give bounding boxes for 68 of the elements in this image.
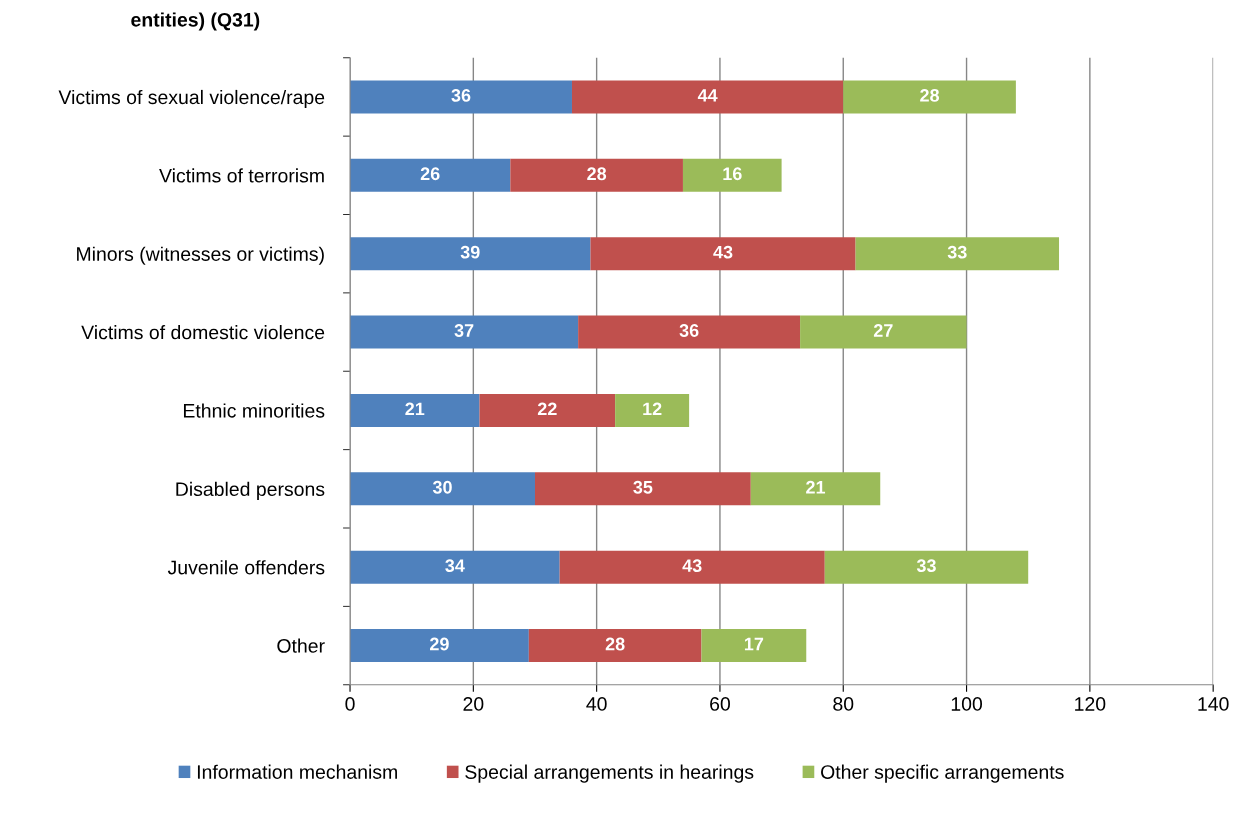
data-label: 28	[587, 167, 607, 181]
data-label: 36	[679, 324, 699, 337]
x-tick-label: 100	[951, 697, 983, 711]
legend-label: Other specific arrangements	[821, 764, 1064, 783]
y-tick-label: Disabled persons	[176, 481, 325, 500]
bar	[350, 393, 480, 427]
data-label: 37	[454, 324, 474, 337]
bar	[578, 315, 801, 349]
bar	[855, 237, 1060, 271]
bar	[350, 80, 572, 114]
bar	[479, 393, 616, 427]
bar	[701, 629, 807, 663]
chart-title: entities) (Q31)	[131, 12, 260, 31]
x-tick-label: 40	[586, 697, 607, 711]
bar	[350, 315, 579, 349]
bar	[682, 158, 782, 192]
data-label: 29	[430, 637, 449, 651]
bar	[750, 472, 881, 506]
x-tick-label: 80	[833, 697, 854, 711]
y-tick-label: Victims of domestic violence	[81, 325, 325, 340]
bar	[824, 550, 1029, 584]
data-label: 12	[643, 402, 662, 416]
y-tick-label: Juvenile offenders	[167, 560, 325, 575]
data-label: 30	[432, 480, 452, 494]
data-label: 17	[744, 637, 764, 651]
data-label: 34	[445, 559, 465, 573]
bar	[571, 80, 844, 114]
data-label: 27	[873, 324, 893, 337]
bar	[528, 629, 702, 663]
y-tick-label: Victims of terrorism	[159, 168, 324, 183]
x-tick-label: 140	[1198, 697, 1229, 711]
x-tick-label: 60	[710, 697, 730, 711]
bar	[615, 393, 690, 427]
data-label: 26	[420, 167, 440, 181]
data-label: 16	[723, 167, 742, 181]
data-label: 21	[806, 480, 826, 494]
bar	[510, 158, 683, 192]
data-label: 43	[682, 559, 702, 573]
legend-label: Information mechanism	[197, 764, 397, 779]
bar	[800, 315, 967, 349]
data-label: 22	[537, 402, 557, 416]
data-label: 28	[605, 637, 625, 651]
y-tick-label: Ethnic minorities	[183, 403, 325, 418]
data-label: 36	[451, 89, 471, 102]
bar	[534, 472, 751, 506]
x-tick-label: 120	[1075, 697, 1106, 711]
bar	[590, 237, 856, 271]
legend-label: Special arrangements in hearings	[465, 764, 754, 783]
data-label: 35	[633, 480, 653, 494]
y-tick-label: Minors (witnesses or victims)	[77, 246, 324, 265]
data-label: 28	[920, 89, 940, 102]
data-label: 33	[916, 559, 936, 573]
x-tick-label: 0	[345, 697, 355, 711]
x-tick-label: 20	[463, 697, 484, 711]
bar	[843, 80, 1016, 114]
data-label: 21	[405, 402, 425, 416]
bar	[350, 472, 535, 506]
data-label: 39	[460, 245, 480, 259]
bar	[350, 158, 511, 192]
data-label: 43	[713, 245, 733, 259]
data-label: 44	[697, 89, 718, 102]
bar	[350, 550, 560, 584]
y-tick-label: Other	[277, 638, 325, 653]
bar	[350, 629, 529, 663]
y-tick-label: Victims of sexual violence/rape	[58, 89, 325, 109]
bar	[350, 237, 591, 271]
bar	[559, 550, 825, 584]
data-label: 33	[947, 245, 967, 259]
